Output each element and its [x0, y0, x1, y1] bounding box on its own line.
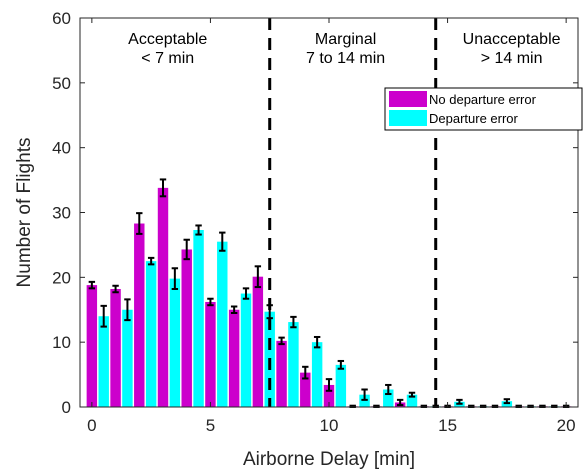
- bar-departure-error-1: [122, 309, 133, 407]
- error-bar-no-departure-error-7: [254, 265, 262, 289]
- bar-departure-error-10: [335, 364, 347, 407]
- error-bar-departure-error-17: [503, 398, 511, 405]
- error-bar-no-departure-error-9: [302, 365, 309, 380]
- bar-no-departure-error-10: [323, 384, 335, 407]
- error-bar-no-departure-error-6: [230, 305, 238, 314]
- bar-no-departure-error-5: [205, 301, 216, 407]
- error-bar-no-departure-error-4: [183, 238, 190, 261]
- error-bar-departure-error-4: [195, 224, 202, 236]
- bar-no-departure-error-3: [157, 187, 169, 407]
- x-tick-label: 20: [557, 416, 576, 435]
- y-tick-label: 20: [52, 268, 71, 287]
- region-label-line1: Acceptable: [128, 31, 207, 48]
- threshold-lines: [268, 18, 438, 407]
- error-bar-departure-error-5: [219, 231, 226, 252]
- bar-no-departure-error-2: [134, 223, 145, 407]
- error-bar-no-departure-error-13: [396, 398, 404, 407]
- bar-departure-error-4: [193, 230, 204, 407]
- region-label-line2: 7 to 14 min: [306, 50, 385, 67]
- error-bar-departure-error-0: [100, 304, 107, 328]
- legend: No departure error Departure error: [384, 87, 583, 131]
- error-bar-departure-error-6: [242, 287, 250, 300]
- y-tick-label: 30: [52, 204, 71, 223]
- x-tick-labels: 0 5 10 15 20: [87, 416, 575, 435]
- error-bar-departure-error-11: [361, 388, 368, 401]
- bar-departure-error-13: [406, 394, 418, 407]
- bar-no-departure-error-4: [181, 249, 192, 407]
- bar-departure-error-5: [217, 241, 228, 407]
- bar-departure-error-12: [383, 389, 394, 407]
- region-labels: Acceptable < 7 min Marginal 7 to 14 min Unac…: [128, 31, 560, 67]
- y-tick-label: 40: [52, 139, 71, 158]
- y-axis-title: Number of Flights: [14, 138, 35, 288]
- bar-no-departure-error-8: [276, 340, 287, 407]
- bar-departure-error-9: [311, 342, 323, 407]
- legend-label-no-departure-error: No departure error: [429, 92, 537, 107]
- bar-no-departure-error-1: [110, 289, 121, 407]
- error-bar-no-departure-error-10: [325, 378, 333, 392]
- bar-departure-error-2: [145, 261, 157, 407]
- region-label-line2: > 14 min: [481, 50, 543, 67]
- error-bar-departure-error-8: [290, 315, 297, 329]
- error-bar-departure-error-10: [337, 359, 345, 370]
- legend-swatch-no-departure-error: [389, 91, 427, 107]
- error-bar-no-departure-error-3: [159, 178, 167, 198]
- error-bar-departure-error-2: [147, 256, 155, 266]
- x-tick-label: 10: [320, 416, 339, 435]
- x-tick-label: 15: [438, 416, 457, 435]
- bar-no-departure-error-0: [86, 285, 98, 407]
- bar-no-departure-error-6: [228, 309, 240, 407]
- y-tick-label: 60: [52, 9, 71, 28]
- error-bar-no-departure-error-1: [112, 284, 119, 294]
- region-label-line1: Unacceptable: [463, 31, 561, 48]
- x-tick-label: 0: [87, 416, 96, 435]
- error-bar-departure-error-15: [456, 398, 463, 405]
- bar-departure-error-6: [240, 293, 252, 407]
- region-label-line2: < 7 min: [141, 50, 194, 67]
- bar-departure-error-0: [98, 316, 109, 407]
- legend-label-departure-error: Departure error: [429, 111, 519, 126]
- y-tick-label: 50: [52, 74, 71, 93]
- error-bar-no-departure-error-8: [278, 336, 285, 346]
- legend-swatch-departure-error: [389, 110, 427, 126]
- y-tick-labels: 0 10 20 30 40 50 60: [52, 9, 71, 417]
- error-bar-no-departure-error-0: [88, 280, 96, 290]
- error-bar-no-departure-error-5: [207, 297, 214, 307]
- error-bar-departure-error-1: [124, 298, 131, 322]
- error-bar-no-departure-error-2: [136, 212, 143, 235]
- y-tick-label: 10: [52, 333, 71, 352]
- error-bar-departure-error-13: [408, 391, 416, 398]
- y-tick-label: 0: [62, 398, 71, 417]
- bar-no-departure-error-9: [300, 372, 311, 407]
- region-label-line1: Marginal: [315, 31, 376, 48]
- bar-departure-error-8: [288, 322, 299, 407]
- error-bar-departure-error-9: [313, 335, 321, 349]
- x-tick-label: 5: [206, 416, 215, 435]
- axis-ticks: [80, 17, 578, 408]
- error-bar-departure-error-3: [171, 267, 179, 291]
- bar-departure-error-3: [169, 278, 181, 407]
- x-axis-title: Airborne Delay [min]: [243, 449, 415, 470]
- bar-no-departure-error-7: [252, 276, 264, 407]
- error-bar-departure-error-12: [385, 383, 392, 396]
